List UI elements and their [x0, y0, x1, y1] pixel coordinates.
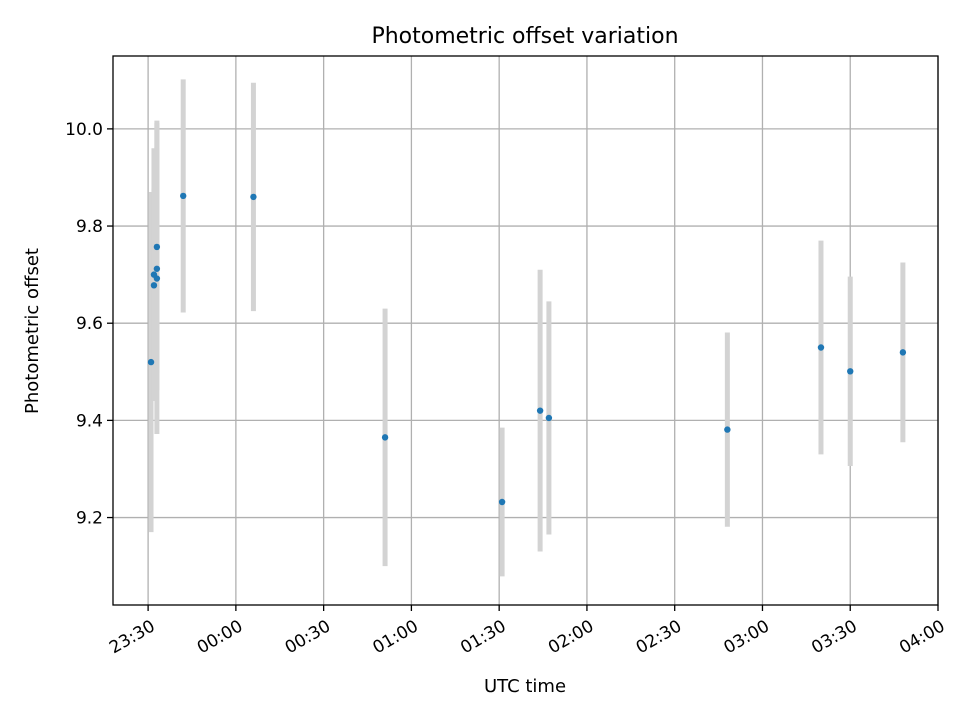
y-tick-label: 10.0 [65, 120, 103, 140]
axis-ticks: 23:30 00:00 00:30 01:00 01:30 02:00 02:30 03:00… [65, 120, 948, 658]
data-point [498, 498, 506, 506]
data-point [150, 282, 158, 289]
chart-title: Photometric offset variation [371, 24, 678, 49]
data-point [381, 434, 389, 441]
data-point [153, 265, 161, 272]
error-bars [148, 79, 906, 577]
x-tick-label: 04:00 [896, 616, 948, 658]
x-axis-label: UTC time [484, 676, 566, 697]
data-point [147, 358, 155, 366]
x-tick-label: 03:00 [721, 616, 773, 658]
data-point [250, 193, 257, 201]
x-tick-label: 02:30 [633, 616, 685, 658]
y-tick-label: 9.6 [76, 314, 103, 334]
x-tick-label: 23:30 [106, 616, 158, 658]
grid-lines [113, 56, 939, 605]
data-point [817, 344, 825, 351]
x-tick-label: 01:30 [457, 616, 509, 658]
x-tick-label: 01:00 [369, 616, 421, 658]
data-point [899, 349, 907, 356]
y-tick-label: 9.8 [76, 217, 103, 237]
data-point [180, 192, 187, 200]
data-point [153, 275, 161, 282]
x-tick-label: 00:00 [194, 616, 246, 658]
data-point [153, 243, 161, 251]
data-point [847, 368, 854, 375]
y-axis-label: Photometric offset [22, 248, 43, 414]
data-points [147, 192, 907, 506]
x-tick-label: 00:30 [282, 616, 334, 658]
plot-frame [112, 55, 939, 606]
data-point [724, 426, 731, 433]
data-point [545, 414, 553, 422]
y-tick-label: 9.2 [76, 509, 103, 529]
x-tick-label: 02:00 [545, 616, 597, 658]
x-tick-label: 03:30 [808, 616, 860, 658]
y-tick-label: 9.4 [76, 411, 103, 431]
data-point [536, 407, 544, 414]
